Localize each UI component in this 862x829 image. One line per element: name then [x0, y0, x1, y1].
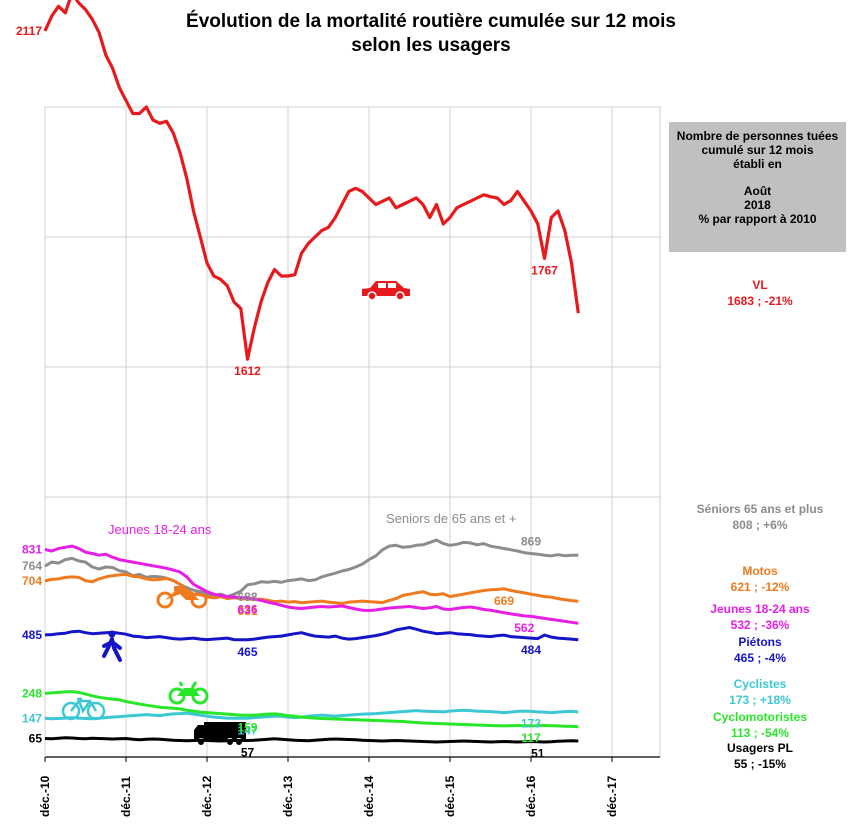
data-label-s6-2: 117: [521, 731, 541, 745]
series-lines: [43, 0, 580, 744]
data-label-s1-1: 688: [237, 590, 257, 604]
legend-usagers-pl-name: Usagers PL: [726, 741, 794, 755]
plot-frame: [44, 106, 661, 758]
data-label-s4-0: 485: [22, 628, 42, 642]
legend-pietons-name: Piétons: [738, 635, 782, 649]
axes: [44, 107, 660, 758]
series-line-0: [43, 0, 580, 361]
data-label-s2-2: 669: [494, 594, 514, 608]
info-line-3: établi en: [733, 157, 782, 171]
legend-vl-name: VL: [752, 278, 768, 292]
data-label-s2-0: 704: [22, 574, 42, 588]
series-line-4: [44, 626, 579, 642]
data-label-s3-0: 831: [22, 543, 42, 557]
plot-label-jeunes: Jeunes 18-24 ans: [108, 522, 212, 537]
chart-title: Évolution de la mortalité routière cumul…: [0, 10, 862, 58]
info-line-1: Nombre de personnes tuées: [676, 129, 839, 143]
x-tick-label-4: déc.-14: [362, 775, 376, 817]
data-label-s6-0: 248: [22, 686, 42, 700]
info-line-5: 2018: [744, 198, 771, 212]
legend-pietons: Piétons 465 ; -4%: [660, 634, 860, 666]
data-label-s5-1: 147: [237, 723, 257, 737]
chart-title-line-2: selon les usagers: [351, 35, 511, 56]
x-tick-label-2: déc.-12: [200, 775, 214, 817]
info-box: Nombre de personnes tuées cumulé sur 12 …: [669, 122, 846, 252]
data-label-s1-2: 869: [521, 534, 541, 548]
x-tick-label-6: déc.-16: [524, 775, 538, 817]
series-line-5: [44, 708, 579, 721]
pedestrian-icon: [102, 630, 122, 662]
legend-cyclomotoristes: Cyclomotoristes 113 ; -54%: [660, 709, 860, 741]
plot-label-seniors: Seniors de 65 ans et +: [386, 511, 516, 526]
data-label-s5-0: 147: [22, 711, 42, 725]
data-label-s5-2: 173: [521, 716, 541, 730]
series-line-7: [44, 736, 579, 744]
legend-vl-value: 1683 ; -21%: [727, 294, 793, 308]
data-label-s4-2: 484: [521, 643, 541, 657]
data-label-s3-1: 636: [237, 603, 257, 617]
car-icon: [362, 281, 410, 301]
motorcycle-icon: [156, 586, 208, 609]
legend-motos: Motos 621 ; -12%: [660, 563, 860, 595]
legend-seniors-value: 808 ; +6%: [732, 518, 788, 532]
data-label-s7-0: 65: [29, 732, 43, 746]
series-line-6: [44, 690, 579, 729]
moped-icon: [168, 681, 209, 705]
series-line-2: [44, 572, 579, 606]
data-label-s7-1: 57: [241, 746, 255, 760]
data-label-s2-1: 631: [237, 604, 257, 618]
legend-motos-name: Motos: [742, 564, 778, 578]
legend-cyclistes-name: Cyclistes: [733, 677, 787, 691]
legend-jeunes-value: 532 ; -36%: [730, 618, 790, 632]
legend-usagers-pl: Usagers PL 55 ; -15%: [660, 740, 860, 772]
data-labels: 2117 1612 1767 764 688 869 704 631 669 831 636 562 4…: [16, 24, 558, 761]
data-label-s4-1: 465: [237, 645, 257, 659]
legend-seniors: Séniors 65 ans et plus 808 ; +6%: [660, 501, 860, 533]
legend-cyclistes: Cyclistes 173 ; +18%: [660, 676, 860, 708]
bicycle-icon: [61, 697, 106, 721]
legend-jeunes-name: Jeunes 18-24 ans: [710, 602, 810, 616]
data-label-s7-2: 51: [531, 747, 545, 761]
info-line-2: cumulé sur 12 mois: [701, 143, 814, 157]
x-tick-labels: déc.-10 déc.-11 déc.-12 déc.-13 déc.-14 déc.-…: [38, 757, 619, 817]
x-tick-label-3: déc.-13: [281, 775, 295, 817]
info-line-6: % par rapport à 2010: [698, 212, 817, 226]
grid-lines: [44, 106, 661, 758]
legend-usagers-pl-value: 55 ; -15%: [733, 757, 787, 771]
x-tick-label-5: déc.-15: [443, 775, 457, 817]
data-label-s3-2: 562: [514, 621, 534, 635]
legend-jeunes: Jeunes 18-24 ans 532 ; -36%: [660, 601, 860, 633]
legend-cyclistes-value: 173 ; +18%: [729, 693, 791, 707]
legend-vl: VL 1683 ; -21%: [660, 277, 860, 309]
in-plot-labels: Seniors de 65 ans et + Jeunes 18-24 ans: [108, 511, 516, 537]
x-tick-label-1: déc.-11: [119, 776, 133, 817]
x-tick-label-7: déc.-17: [605, 775, 619, 817]
series-line-3: [44, 544, 579, 625]
legend-seniors-name: Séniors 65 ans et plus: [696, 502, 824, 516]
data-label-s0-2: 1767: [531, 263, 558, 277]
info-line-4: Août: [743, 184, 772, 198]
data-label-s0-0: 2117: [16, 24, 42, 38]
chart-title-line-1: Évolution de la mortalité routière cumul…: [186, 11, 676, 32]
legend-pietons-value: 465 ; -4%: [733, 651, 787, 665]
data-label-s1-0: 764: [22, 559, 42, 573]
x-tick-label-0: déc.-10: [38, 775, 52, 817]
legend-cyclomotoristes-name: Cyclomotoristes: [712, 710, 808, 724]
legend-cyclomotoristes-value: 113 ; -54%: [730, 726, 790, 740]
data-label-s6-1: 159: [237, 720, 257, 734]
user-type-icons: [61, 281, 410, 746]
legend-motos-value: 621 ; -12%: [730, 580, 790, 594]
data-label-s0-1: 1612: [234, 364, 261, 378]
